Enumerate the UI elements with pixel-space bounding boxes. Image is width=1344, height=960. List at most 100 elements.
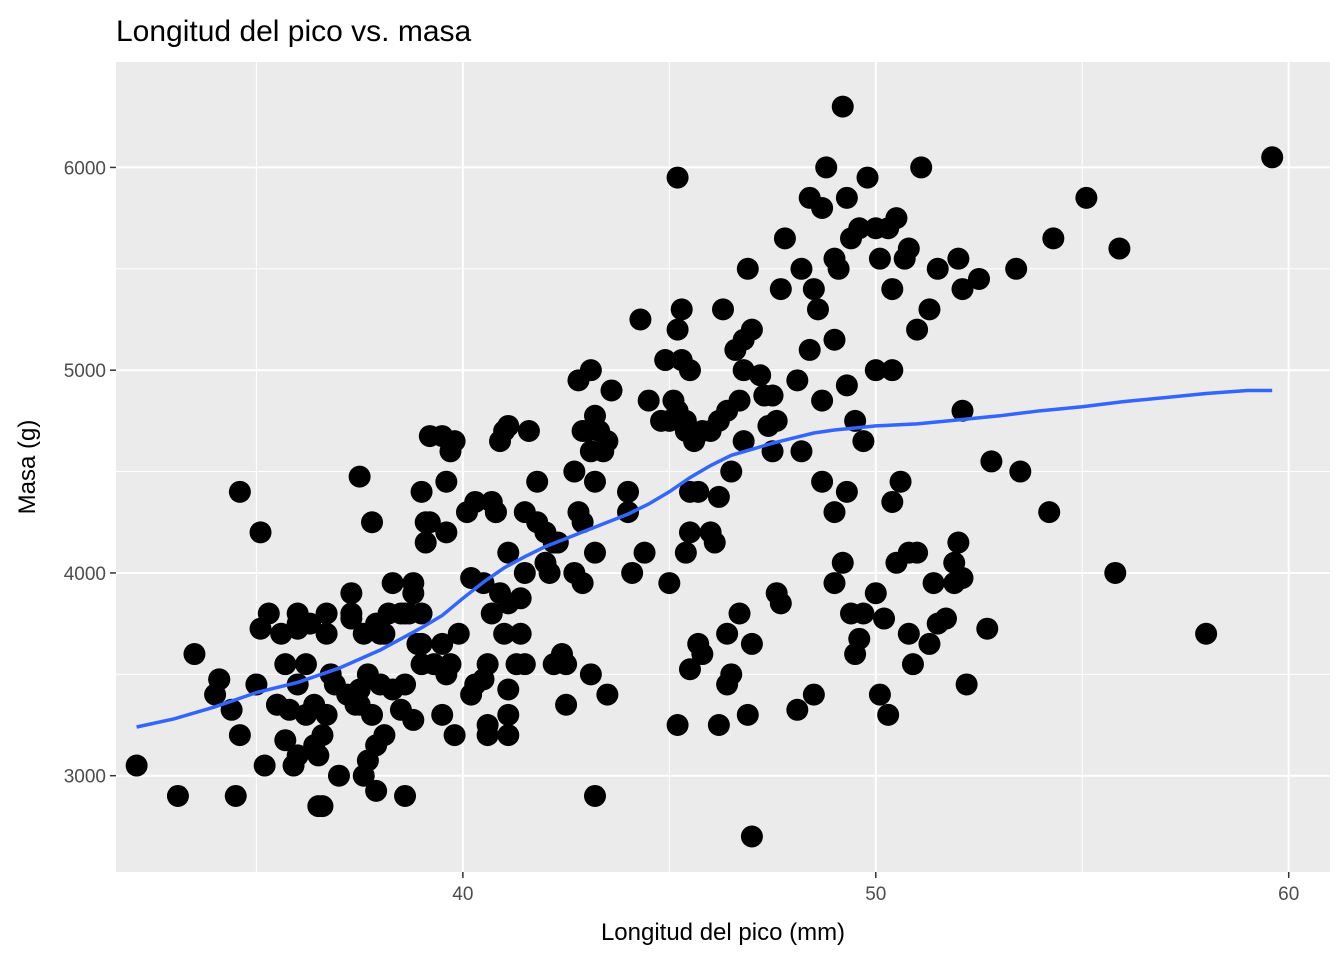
data-point xyxy=(811,196,834,219)
x-axis-title: Longitud del pico (mm) xyxy=(601,919,845,946)
data-point xyxy=(1108,237,1131,260)
data-point xyxy=(823,328,846,351)
data-point xyxy=(361,511,384,534)
data-point xyxy=(166,784,189,807)
data-point xyxy=(740,632,763,655)
data-point xyxy=(497,703,520,726)
data-point xyxy=(650,409,673,432)
data-point xyxy=(951,399,974,422)
data-point xyxy=(699,420,722,443)
smooth-line xyxy=(136,388,1273,729)
data-point xyxy=(410,602,433,625)
data-point xyxy=(658,572,681,595)
data-point xyxy=(922,572,945,595)
data-point xyxy=(674,541,697,564)
data-point xyxy=(579,359,602,382)
data-point xyxy=(885,207,908,230)
data-point xyxy=(926,257,949,280)
data-point xyxy=(934,607,957,630)
data-point xyxy=(596,683,619,706)
chart-title: Longitud del pico vs. masa xyxy=(116,15,472,48)
data-point xyxy=(881,490,904,513)
data-point xyxy=(769,278,792,301)
data-point xyxy=(538,561,561,584)
data-point xyxy=(418,511,441,534)
data-point xyxy=(773,227,796,250)
data-point xyxy=(435,521,458,544)
data-point xyxy=(1195,622,1218,645)
data-point xyxy=(815,156,838,179)
data-point xyxy=(563,460,586,483)
data-point xyxy=(600,379,623,402)
data-point xyxy=(464,490,487,513)
data-point xyxy=(765,409,788,432)
data-point xyxy=(856,166,879,189)
data-point xyxy=(811,389,834,412)
data-point xyxy=(228,480,251,503)
data-point xyxy=(208,668,231,691)
data-point xyxy=(790,440,813,463)
data-point xyxy=(340,582,363,605)
data-point xyxy=(637,389,660,412)
data-point xyxy=(835,186,858,209)
data-point xyxy=(579,663,602,686)
data-point xyxy=(732,430,755,453)
data-point xyxy=(806,298,829,321)
data-point xyxy=(361,703,384,726)
data-point xyxy=(550,643,573,666)
data-point xyxy=(740,825,763,848)
y-tick-label: 3000 xyxy=(64,767,106,788)
data-point xyxy=(183,643,206,666)
data-point xyxy=(873,607,896,630)
data-point xyxy=(976,617,999,640)
data-point xyxy=(728,602,751,625)
data-point xyxy=(402,582,425,605)
data-point xyxy=(431,425,454,448)
data-point xyxy=(662,389,685,412)
data-point xyxy=(224,784,247,807)
data-point xyxy=(749,364,772,387)
y-tick-label: 6000 xyxy=(64,158,106,179)
x-tick-label: 50 xyxy=(865,884,886,905)
data-point xyxy=(835,480,858,503)
data-points xyxy=(125,95,1284,848)
data-point xyxy=(881,278,904,301)
data-point xyxy=(831,551,854,574)
data-point xyxy=(497,724,520,747)
data-point xyxy=(266,693,289,716)
data-point xyxy=(1104,561,1127,584)
data-point xyxy=(740,318,763,341)
data-point xyxy=(311,795,334,818)
data-point xyxy=(315,703,338,726)
data-point xyxy=(786,698,809,721)
data-point xyxy=(918,632,941,655)
data-point xyxy=(831,95,854,118)
data-point xyxy=(1261,146,1284,169)
data-point xyxy=(707,714,730,737)
data-point xyxy=(728,389,751,412)
data-point xyxy=(402,708,425,731)
data-point xyxy=(365,779,388,802)
data-point xyxy=(286,744,309,767)
data-point xyxy=(720,460,743,483)
data-point xyxy=(968,267,991,290)
data-point xyxy=(406,632,429,655)
x-tick-label: 40 xyxy=(452,884,473,905)
data-point xyxy=(761,384,784,407)
data-point xyxy=(955,673,978,696)
data-point xyxy=(579,440,602,463)
data-point xyxy=(497,592,520,615)
data-point xyxy=(666,166,689,189)
data-point xyxy=(798,338,821,361)
data-point xyxy=(716,673,739,696)
data-point xyxy=(563,561,586,584)
data-point xyxy=(480,490,503,513)
data-point xyxy=(827,257,850,280)
data-point xyxy=(344,693,367,716)
data-point xyxy=(678,480,701,503)
data-point xyxy=(736,703,759,726)
data-point xyxy=(365,612,388,635)
data-point xyxy=(947,247,970,270)
data-point xyxy=(253,754,276,777)
